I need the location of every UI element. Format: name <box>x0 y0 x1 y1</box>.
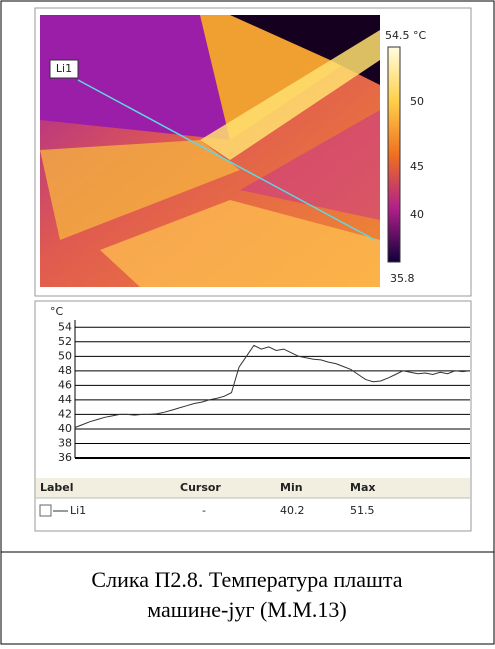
table-header-bg <box>36 478 470 498</box>
colorbar <box>387 46 401 263</box>
y-tick-label: 40 <box>58 422 72 435</box>
y-tick-label: 38 <box>58 436 72 449</box>
table-cell: Li1 <box>70 504 86 517</box>
caption-line: Слика П2.8. Температура плашта <box>91 567 402 592</box>
table-cell: 51.5 <box>350 504 375 517</box>
table-cell: - <box>202 504 206 517</box>
y-axis-label: °C <box>50 305 64 318</box>
line-label-box <box>49 59 79 79</box>
y-tick-label: 48 <box>58 364 72 377</box>
caption-line: машине-југ (М.М.13) <box>147 597 347 622</box>
y-tick-label: 44 <box>58 393 72 406</box>
table-header: Label <box>40 481 74 494</box>
data-line <box>74 344 471 428</box>
y-tick-label: 50 <box>58 349 72 362</box>
y-tick-label: 46 <box>58 378 72 391</box>
measure-line <box>77 79 376 241</box>
table: Label Cursor Min Max Li1 - 40.2 51.5 <box>36 481 470 517</box>
y-tick-label: 36 <box>58 451 72 464</box>
table-header: Max <box>350 481 375 494</box>
y-tick-label: 54 <box>58 320 72 333</box>
scale-tick: 40 <box>410 208 424 221</box>
thermal-image <box>40 15 380 287</box>
y-tick-label: 42 <box>58 407 72 420</box>
scale-tick: 45 <box>410 160 424 173</box>
scale-tick: 50 <box>410 95 424 108</box>
scale-max: 54.5 °C <box>385 29 426 42</box>
table-cell: 40.2 <box>280 504 305 517</box>
line-label: Li1 <box>56 62 72 75</box>
table-header: Min <box>280 481 303 494</box>
y-tick-label: 52 <box>58 335 72 348</box>
table-header: Cursor <box>180 481 221 494</box>
checkbox <box>39 504 52 517</box>
scale-min: 35.8 <box>390 272 415 285</box>
